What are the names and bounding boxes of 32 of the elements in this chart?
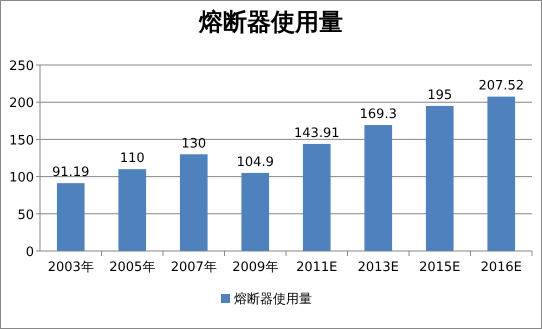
bar	[487, 96, 516, 251]
data-label: 143.91	[294, 126, 340, 141]
y-tick-label: 50	[17, 208, 34, 223]
x-tick-label: 2011E	[296, 260, 338, 275]
x-tick-label: 2016E	[480, 260, 522, 275]
x-tick-label: 2015E	[419, 260, 460, 275]
data-label: 104.9	[236, 154, 274, 170]
x-tick-label: 2009年	[232, 260, 278, 275]
legend-label: 熔断器使用量	[234, 292, 312, 307]
bar	[426, 106, 454, 251]
bar	[180, 154, 208, 251]
bar	[118, 169, 146, 251]
data-label: 91.19	[52, 165, 90, 180]
bar	[56, 183, 85, 251]
data-label: 130	[181, 136, 206, 152]
x-tick-label: 2003年	[48, 260, 94, 275]
y-tick-label: 250	[9, 59, 34, 74]
data-label: 195	[427, 88, 452, 103]
data-label: 169.3	[360, 107, 397, 122]
bar	[241, 172, 270, 251]
chart-title: 熔断器使用量	[198, 8, 343, 36]
x-tick-label: 2005年	[109, 260, 156, 275]
y-tick-label: 0	[26, 245, 34, 260]
y-tick-label: 200	[9, 96, 34, 112]
x-tick-label: 2007年	[170, 260, 217, 275]
y-tick-label: 150	[9, 133, 34, 148]
data-label: 110	[120, 151, 145, 166]
bar	[364, 125, 392, 251]
bar	[302, 144, 331, 251]
data-label: 207.52	[478, 78, 524, 94]
y-tick-label: 100	[9, 170, 34, 186]
x-tick-label: 2013E	[358, 260, 399, 275]
